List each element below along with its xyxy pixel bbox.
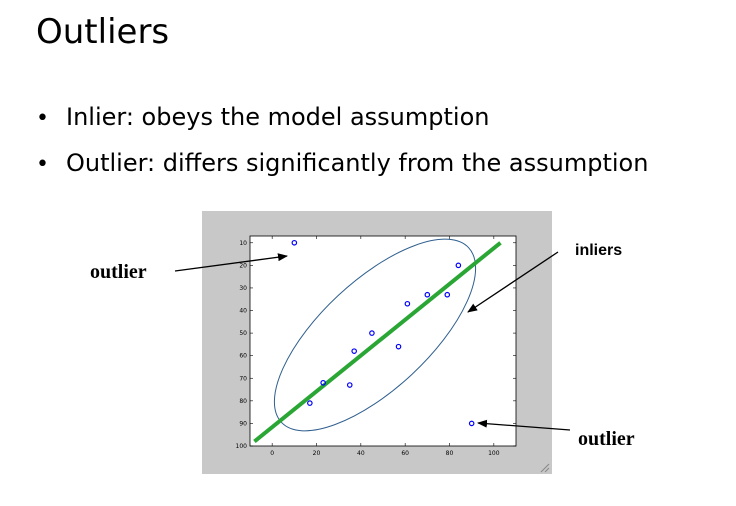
inlier-point bbox=[369, 330, 375, 336]
x-tick-label: 20 bbox=[313, 450, 321, 457]
inlier-point bbox=[346, 382, 353, 388]
y-tick-label: 80 bbox=[239, 398, 247, 405]
right-outlier-arrow bbox=[477, 419, 571, 431]
inlier-point bbox=[320, 379, 326, 386]
outlier-point bbox=[291, 239, 298, 246]
y-tick-label: 40 bbox=[239, 308, 247, 315]
resize-grip-icon bbox=[540, 463, 550, 473]
y-tick-label: 90 bbox=[239, 420, 247, 427]
y-tick-label: 30 bbox=[239, 285, 247, 292]
left-outlier-arrow bbox=[174, 253, 288, 272]
bullet-icon: • bbox=[36, 106, 49, 131]
inlier-point bbox=[444, 291, 451, 298]
y-tick-label: 50 bbox=[239, 330, 247, 337]
x-tick-label: 80 bbox=[446, 450, 454, 457]
inlier-point bbox=[395, 343, 402, 350]
x-tick-label: 60 bbox=[401, 450, 409, 457]
data-points bbox=[291, 239, 475, 427]
x-tick-label: 100 bbox=[488, 450, 500, 457]
outlier-point bbox=[468, 420, 475, 427]
inlier-point bbox=[351, 348, 357, 354]
y-tick-label: 60 bbox=[239, 353, 247, 360]
right-outlier-label: outlier bbox=[578, 428, 635, 450]
bullet-text-outlier: Outlier: differs significantly from the … bbox=[66, 149, 649, 177]
inlier-ellipse bbox=[273, 238, 477, 432]
x-tick-label: 40 bbox=[357, 450, 365, 457]
bullet-item-outlier: • Outlier: differs significantly from the… bbox=[36, 146, 648, 192]
inliers-arrow bbox=[467, 251, 559, 313]
inlier-point bbox=[424, 291, 431, 298]
y-tick-label: 20 bbox=[239, 262, 247, 269]
bullet-icon: • bbox=[36, 152, 49, 177]
fit-line bbox=[253, 241, 502, 444]
y-tick-label: 70 bbox=[239, 375, 247, 382]
bullet-list: • Inlier: obeys the model assumption • Out… bbox=[36, 100, 648, 192]
y-tick-label: 100 bbox=[236, 443, 248, 450]
left-outlier-label: outlier bbox=[90, 261, 147, 283]
bullet-text-inlier: Inlier: obeys the model assumption bbox=[66, 103, 490, 131]
inlier-point bbox=[455, 262, 462, 269]
axis-ticks: 0 20 40 60 80 100 10 20 30 40 50 60 70 80 90 100 bbox=[236, 236, 516, 457]
inliers-label: inliers bbox=[575, 242, 623, 259]
y-tick-label: 10 bbox=[239, 240, 247, 247]
slide-title: Outliers bbox=[36, 12, 170, 52]
bullet-item-inlier: • Inlier: obeys the model assumption bbox=[36, 100, 648, 146]
x-tick-label: 0 bbox=[270, 450, 274, 457]
inlier-point bbox=[404, 300, 411, 307]
inlier-point bbox=[307, 400, 313, 406]
